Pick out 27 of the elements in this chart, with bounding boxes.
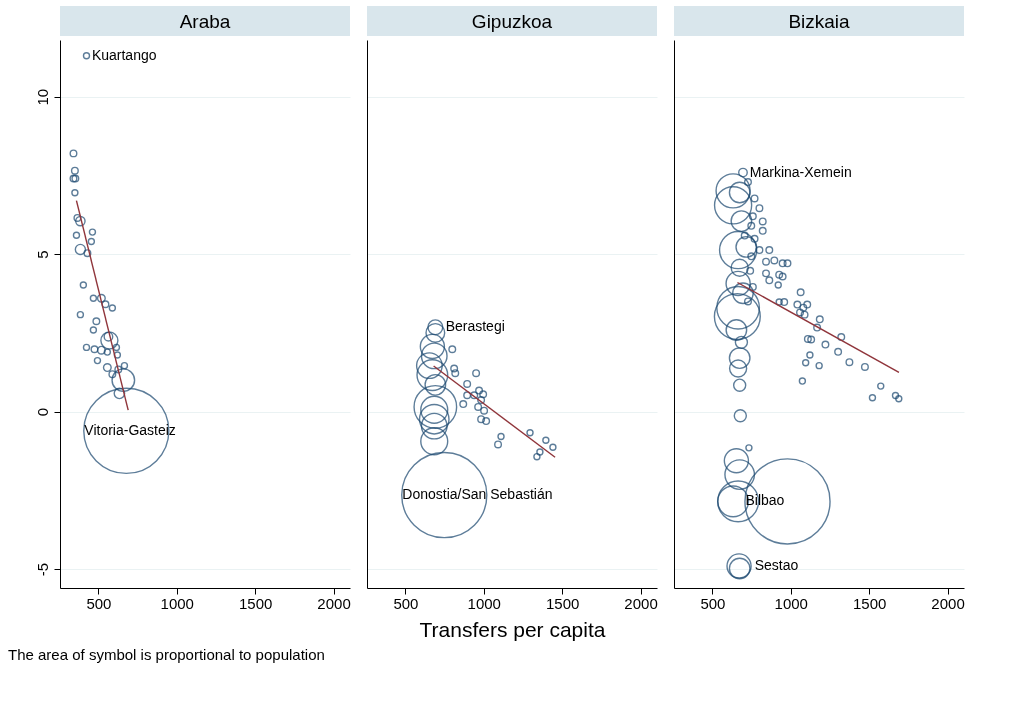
chart-title: Bizkaia [788,11,851,32]
x-tick-label: 1000 [774,594,808,612]
x-tick-label: 500 [393,594,419,612]
x-tick-label: 1000 [467,594,501,612]
x-tick-label: 1500 [238,594,273,612]
x-tick-label: 2000 [317,594,351,612]
x-axis-title: Transfers per capita [419,617,606,641]
x-tick-label: 1000 [160,594,194,612]
annotation: Donostia/San Sebastián [402,486,553,503]
text: The area of symbol is proportional to population [8,646,325,663]
y-tick-label: 0 [33,407,51,417]
annotation: Berastegi [445,318,505,335]
x-tick-label: 1500 [852,594,887,612]
x-tick-label: 500 [700,594,726,612]
x-tick-label: 2000 [931,594,965,612]
chart-title: Araba [179,11,231,32]
x-tick-label: 500 [86,594,112,612]
y-tick-label: 5 [33,250,51,259]
x-tick-label: 1500 [545,594,580,612]
y-tick-label: -5 [33,562,51,577]
annotation: Bilbao [745,492,785,509]
annotation: Markina-Xemein [749,163,852,180]
x-tick-label: 2000 [624,594,658,612]
annotation: Kuartango [91,46,157,63]
y-tick-label: 10 [33,88,51,106]
annotation: Sestao [754,556,799,573]
chart-title: Gipuzkoa [471,11,553,32]
